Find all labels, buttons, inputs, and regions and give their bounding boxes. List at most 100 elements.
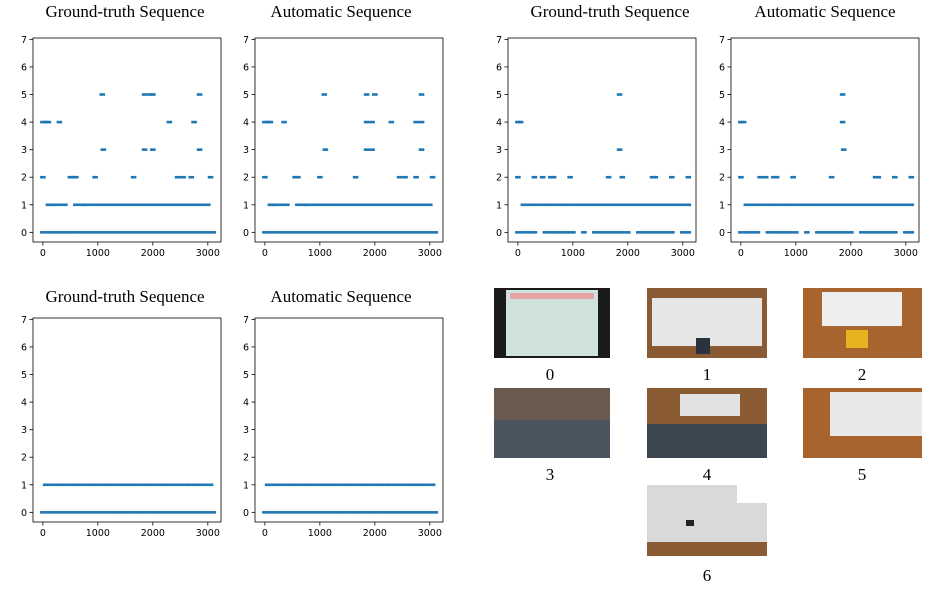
point	[421, 203, 428, 207]
point	[95, 203, 101, 207]
y-tick-label: 7	[243, 315, 249, 326]
point	[424, 483, 430, 487]
point	[344, 231, 351, 234]
point	[99, 93, 106, 96]
point	[515, 231, 521, 234]
y-tick-label: 2	[243, 453, 249, 464]
chart-title: Ground-truth Sequence	[45, 287, 204, 306]
point	[570, 203, 576, 207]
point	[658, 203, 664, 207]
point	[172, 511, 178, 514]
point	[363, 483, 370, 487]
point	[152, 483, 159, 487]
point	[820, 203, 827, 207]
point	[355, 231, 362, 234]
point	[199, 511, 206, 514]
point	[418, 120, 425, 124]
x-tick-label: 0	[738, 248, 744, 259]
point	[56, 511, 63, 514]
point	[421, 231, 428, 234]
point	[369, 148, 375, 151]
point	[100, 511, 107, 514]
y-tick-label: 6	[243, 342, 249, 353]
point	[341, 483, 348, 487]
point	[155, 203, 162, 207]
point	[84, 231, 90, 234]
thumbnails	[494, 288, 922, 556]
point	[172, 203, 178, 207]
point	[363, 120, 370, 124]
point	[897, 203, 904, 207]
point	[267, 511, 274, 514]
point	[70, 483, 76, 487]
point	[100, 203, 107, 207]
point	[51, 203, 57, 207]
point	[636, 203, 642, 207]
y-tick-label: 0	[719, 228, 725, 239]
y-tick-label: 5	[243, 370, 249, 381]
point	[114, 483, 120, 487]
point	[669, 203, 675, 207]
point	[597, 231, 604, 234]
point	[399, 511, 406, 514]
point	[133, 511, 140, 514]
point	[616, 93, 623, 96]
point	[837, 231, 843, 234]
x-tick-label: 2000	[363, 528, 387, 539]
point	[339, 511, 345, 514]
point	[128, 511, 134, 514]
point	[515, 175, 521, 179]
thumb-image	[846, 330, 868, 348]
point	[372, 511, 378, 514]
point	[122, 511, 129, 514]
point	[295, 511, 301, 514]
point	[429, 175, 436, 179]
point	[347, 483, 353, 487]
point	[548, 231, 554, 234]
point	[81, 483, 87, 487]
point	[62, 231, 68, 234]
point	[150, 231, 156, 234]
point	[128, 203, 134, 207]
point	[40, 175, 46, 179]
thumb-label: 0	[546, 365, 555, 384]
point	[161, 231, 167, 234]
point	[669, 231, 675, 234]
point	[59, 483, 65, 487]
point	[674, 203, 681, 207]
thumb-label: 6	[703, 566, 712, 585]
x-tick-label: 0	[40, 528, 46, 539]
point	[886, 231, 893, 234]
point	[559, 203, 565, 207]
y-tick-label: 3	[243, 425, 249, 436]
point	[150, 148, 156, 151]
point	[286, 483, 293, 487]
point	[388, 231, 395, 234]
point	[652, 231, 659, 234]
point	[166, 120, 173, 124]
y-tick-label: 4	[243, 118, 249, 129]
point	[174, 483, 181, 487]
point	[194, 231, 200, 234]
point	[56, 120, 63, 124]
point	[740, 120, 747, 124]
point	[831, 203, 838, 207]
point	[361, 203, 367, 207]
point	[427, 511, 433, 514]
point	[757, 175, 763, 179]
point	[199, 203, 206, 207]
point	[564, 231, 571, 234]
point	[416, 231, 422, 234]
point	[264, 483, 271, 487]
point	[669, 175, 675, 179]
point	[377, 231, 384, 234]
point	[754, 231, 761, 234]
point	[322, 511, 329, 514]
y-tick-label: 6	[21, 62, 27, 73]
point	[388, 120, 395, 124]
point	[155, 231, 162, 234]
point	[317, 175, 323, 179]
point	[106, 511, 112, 514]
point	[413, 175, 419, 179]
